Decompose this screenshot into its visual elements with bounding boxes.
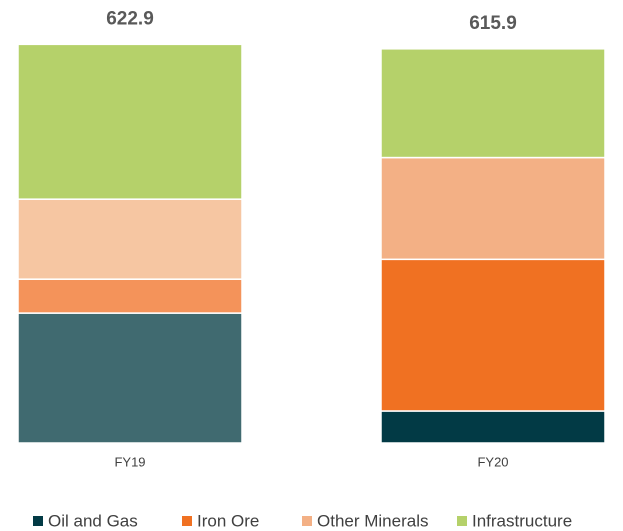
legend-swatch (182, 516, 192, 526)
total-label: 622.9 (106, 8, 154, 29)
bar-segment (380, 258, 606, 412)
bar-segment (17, 43, 243, 200)
bar-segment (380, 410, 606, 444)
legend-swatch (33, 516, 43, 526)
bar-segment (380, 48, 606, 159)
bar-segment (17, 198, 243, 280)
total-label: 615.9 (469, 13, 517, 34)
legend-label: Oil and Gas (48, 511, 138, 530)
legend-label: Infrastructure (472, 511, 572, 530)
bar-segment (380, 156, 606, 261)
bar-segment (17, 278, 243, 314)
legend-label: Other Minerals (317, 511, 428, 530)
x-tick-label: FY20 (477, 454, 508, 469)
legend-label: Iron Ore (197, 511, 259, 530)
legend-swatch (302, 516, 312, 526)
bar-segment (17, 312, 243, 444)
legend-swatch (457, 516, 467, 526)
x-tick-label: FY19 (114, 454, 145, 469)
